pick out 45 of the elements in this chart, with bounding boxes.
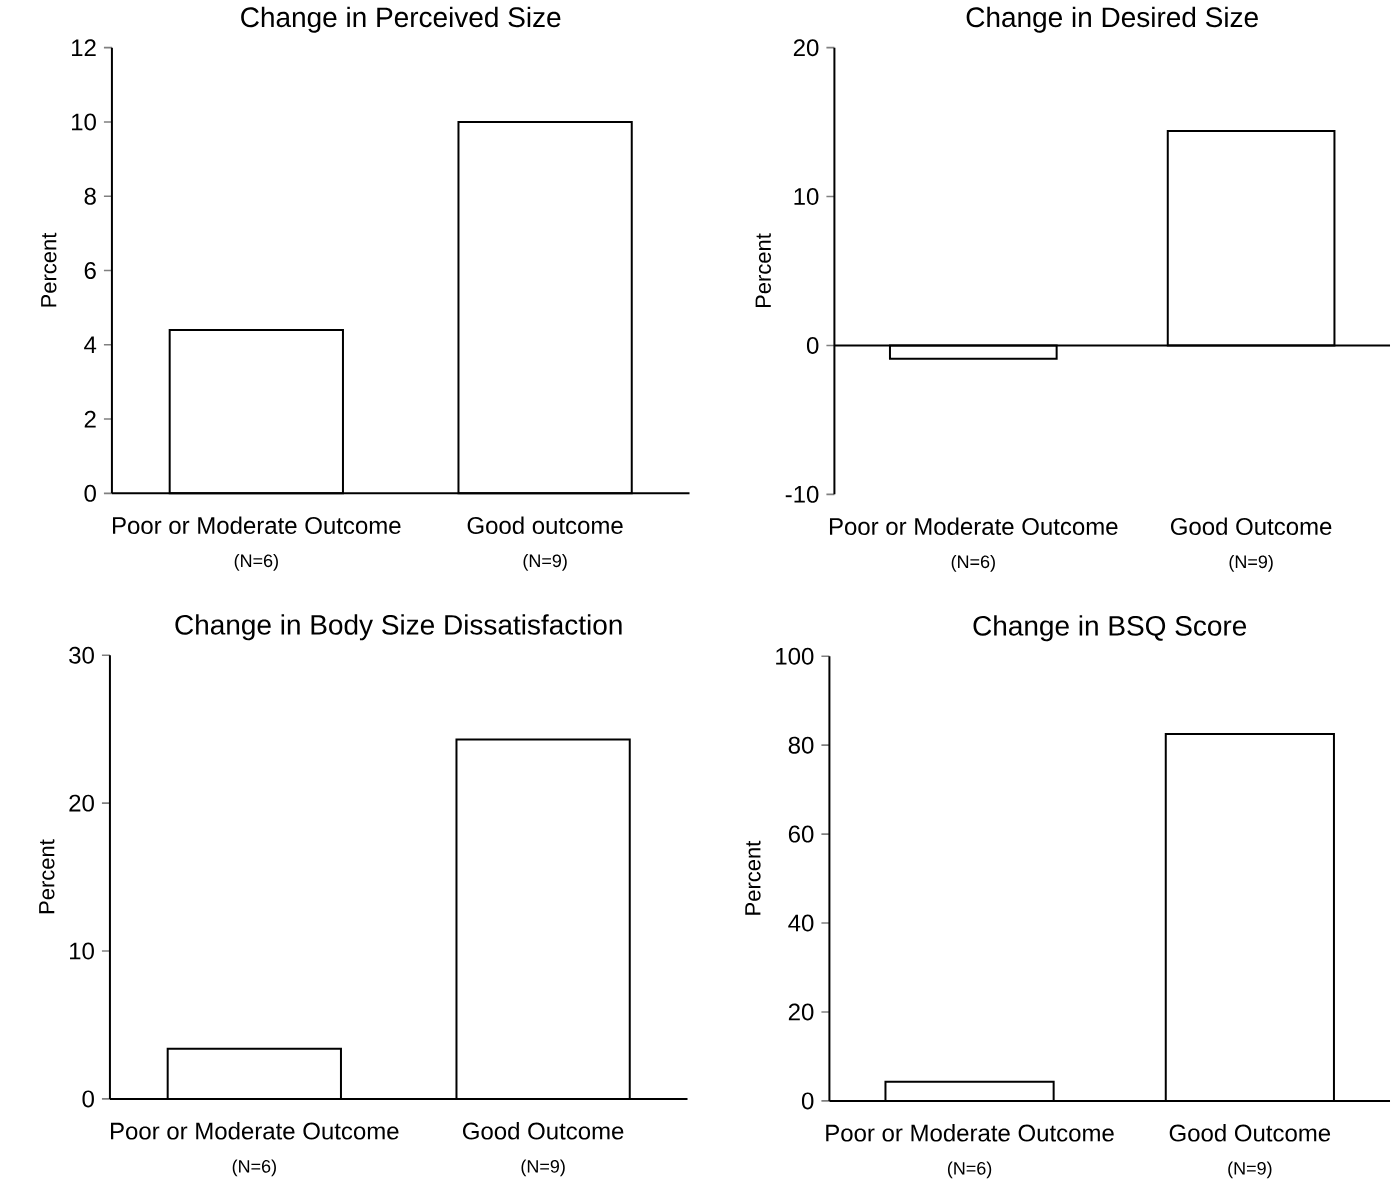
text: (N=6) xyxy=(951,554,995,572)
y-tick-label: 8 xyxy=(84,187,96,205)
y-tick-label: 0 xyxy=(84,484,96,502)
text: (N=6) xyxy=(947,1161,992,1179)
y-tick-label: 20 xyxy=(69,794,94,812)
chart-title: Change in BSQ Score xyxy=(973,615,1247,642)
chart-title: Change in Body Size Dissatisfaction xyxy=(175,614,622,641)
y-tick-label: -10 xyxy=(785,485,819,503)
y-tick-label: 4 xyxy=(84,336,97,354)
y-tick-label: 2 xyxy=(84,410,96,428)
y-axis-title: Percent xyxy=(41,232,57,307)
y-tick-label: 100 xyxy=(776,647,814,665)
y-tick-label: 20 xyxy=(793,39,819,57)
x-tick-label: Poor or Moderate Outcome xyxy=(829,517,1118,536)
y-tick-label: 10 xyxy=(70,942,94,960)
y-tick-label: 60 xyxy=(788,825,814,843)
y-tick-label: 30 xyxy=(69,646,94,664)
text: (N=9) xyxy=(1228,1161,1272,1179)
x-tick-label: Good outcome xyxy=(467,516,623,535)
y-tick-label: 20 xyxy=(788,1003,814,1021)
x-tick-label: Poor or Moderate Outcome xyxy=(111,1122,399,1140)
text: (N=6) xyxy=(234,553,278,571)
x-tick-label: Good Outcome xyxy=(1170,517,1332,536)
chart-title: Change in Perceived Size xyxy=(241,6,561,33)
y-axis-title: Percent xyxy=(39,839,55,914)
y-tick-label: 0 xyxy=(806,337,819,355)
x-tick-label: Poor or Moderate Outcome xyxy=(826,1124,1114,1142)
x-tick-label: Good Outcome xyxy=(1169,1124,1331,1142)
text: (N=9) xyxy=(521,1159,565,1177)
y-tick-label: 0 xyxy=(82,1090,94,1108)
y-tick-label: 12 xyxy=(72,39,96,57)
y-axis-title: Percent xyxy=(755,233,771,308)
y-axis-title: Percent xyxy=(745,840,761,915)
chart-title: Change in Desired Size xyxy=(966,6,1258,33)
y-tick-label: 6 xyxy=(84,262,96,280)
y-tick-label: 40 xyxy=(788,914,814,932)
y-tick-label: 10 xyxy=(72,113,96,131)
text: (N=6) xyxy=(232,1159,276,1177)
y-tick-label: 0 xyxy=(801,1092,814,1110)
x-tick-label: Poor or Moderate Outcome xyxy=(113,516,401,535)
x-tick-label: Good Outcome xyxy=(462,1122,624,1140)
text: (N=9) xyxy=(1229,554,1273,572)
text: (N=9) xyxy=(523,553,567,571)
y-tick-label: 10 xyxy=(794,188,819,206)
y-tick-label: 80 xyxy=(788,736,814,754)
